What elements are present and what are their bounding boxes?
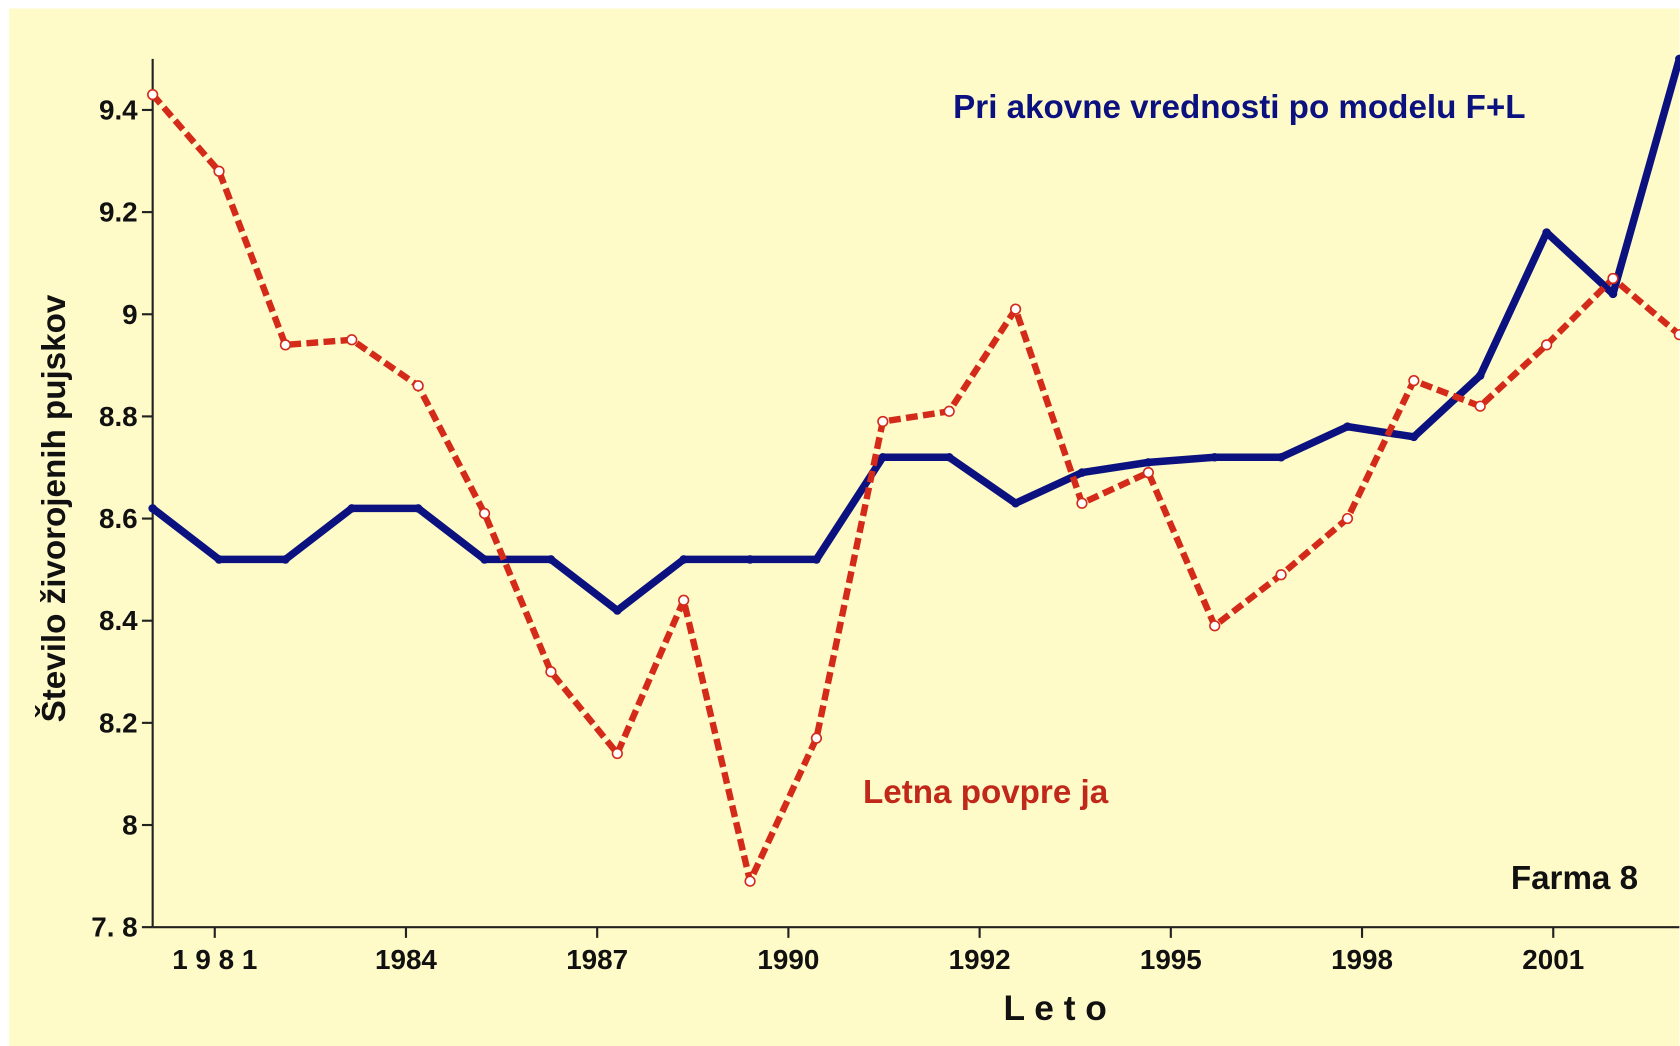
data-point [613, 606, 622, 615]
data-point [611, 747, 623, 760]
y-tick-label: 8.6 [99, 503, 138, 534]
data-point [412, 380, 424, 392]
data-point [213, 165, 225, 177]
data-point [1142, 466, 1154, 479]
data-point [214, 555, 224, 564]
data-point [1275, 569, 1287, 581]
data-point [678, 594, 690, 606]
data-point [1540, 339, 1553, 351]
data-point [546, 555, 556, 564]
x-tick-label: 1990 [757, 944, 819, 975]
data-point [810, 732, 823, 744]
data-point [943, 405, 955, 417]
data-point [1144, 458, 1153, 467]
data-point [545, 666, 557, 678]
data-point [281, 555, 290, 564]
data-point [346, 334, 358, 346]
data-point [1011, 498, 1020, 508]
y-tick-label: 8.4 [99, 605, 138, 636]
data-point [347, 504, 357, 513]
data-point [480, 555, 489, 564]
data-point [1341, 512, 1354, 525]
x-axis-label: L e t o [1004, 989, 1107, 1028]
series-line [150, 92, 1680, 885]
data-point [148, 504, 157, 513]
y-tick-label: 9 [122, 299, 137, 330]
y-tick-label: 8 [122, 810, 137, 841]
data-point [1607, 272, 1619, 285]
data-point [1076, 497, 1088, 509]
annotation: Farma 8 [1511, 860, 1638, 897]
y-tick-label: 9.4 [99, 94, 138, 125]
data-point [1673, 329, 1680, 341]
data-point [679, 555, 688, 564]
data-point [1210, 452, 1220, 462]
data-point [1608, 289, 1618, 299]
data-point [1077, 468, 1087, 477]
series-line [150, 57, 1680, 615]
data-point [413, 504, 423, 513]
data-point [478, 507, 491, 520]
data-point [744, 875, 756, 887]
data-point [812, 555, 821, 564]
annotation: Letna povpre ja [863, 774, 1109, 811]
y-tick-label: 9.2 [99, 197, 138, 228]
data-point [279, 339, 292, 351]
data-point [1408, 375, 1420, 387]
x-tick-label: 1984 [375, 944, 437, 975]
data-point [878, 452, 888, 462]
x-tick-label: 1992 [949, 944, 1011, 975]
data-point [1276, 452, 1286, 462]
x-tick-label: 1998 [1331, 944, 1393, 975]
data-point [1209, 620, 1221, 632]
y-tick-label: 8.8 [99, 401, 138, 432]
data-point [1474, 400, 1486, 412]
y-axis-label: Število živorojenih pujskov [34, 294, 73, 722]
data-point [147, 89, 159, 101]
y-tick-label: 7. 8 [91, 912, 137, 943]
annotation: Pri akovne vrednosti po modelu F+L [953, 89, 1525, 126]
plot: 7. 8 8 8.2 8.4 8.6 8.8 9 9.2 9.4 1 9 8 1 1984 1987 1… [91, 54, 1680, 975]
x-tick-label: 1987 [566, 944, 628, 975]
data-point [1343, 422, 1352, 431]
x-tick-label: 1 9 8 1 [172, 944, 257, 975]
data-point [1542, 228, 1551, 237]
data-point [1675, 54, 1680, 64]
y-tick-label: 8.2 [99, 707, 138, 738]
data-point [1409, 432, 1419, 442]
data-point [944, 452, 954, 462]
x-tick-label: 1995 [1140, 944, 1202, 975]
data-point [1009, 303, 1022, 315]
data-point [1475, 371, 1485, 380]
plot-background [9, 8, 1680, 1046]
data-point [877, 415, 889, 428]
x-tick-label: 2001 [1522, 944, 1584, 975]
data-point [745, 555, 755, 564]
